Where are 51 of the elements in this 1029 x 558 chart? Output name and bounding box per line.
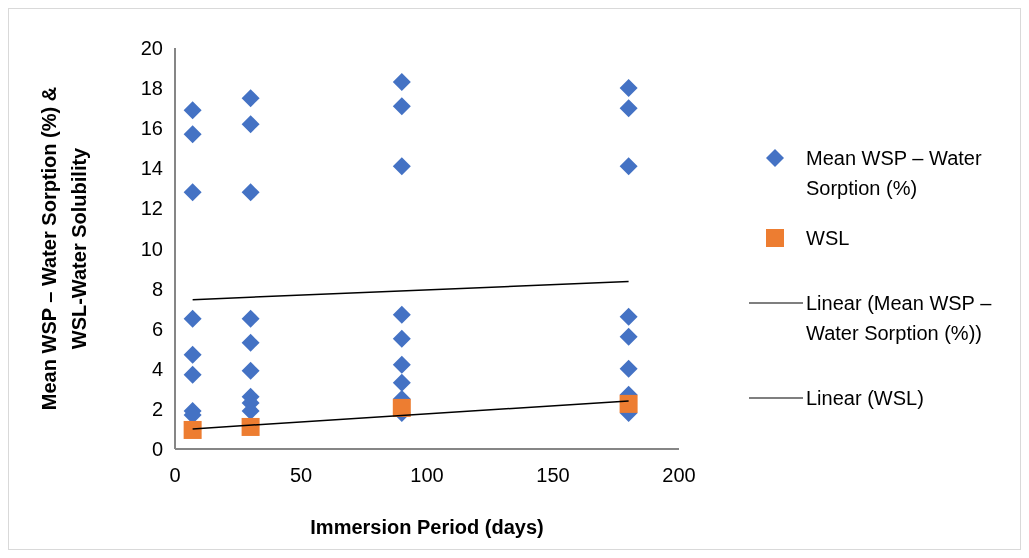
point [392, 398, 411, 417]
point [392, 373, 411, 392]
point [183, 420, 202, 439]
y-tick-label: 6 [151, 317, 163, 340]
x-tick-label: 100 [410, 464, 444, 486]
point [241, 89, 260, 108]
point [183, 345, 202, 364]
y-tick-label: 10 [140, 237, 163, 260]
point [392, 305, 411, 324]
point [183, 365, 202, 384]
x-tick-label: 50 [289, 464, 313, 486]
point [619, 157, 638, 176]
y-tick-label: 0 [151, 438, 163, 460]
legend-label: WSL [806, 227, 850, 249]
point [183, 125, 202, 144]
y-axis-title: Mean WSP – Water Sorption (%) & WSL-Water Solubility [38, 86, 90, 411]
point [392, 355, 411, 374]
point [619, 307, 638, 326]
point [183, 183, 202, 202]
point [241, 361, 260, 380]
point [392, 97, 411, 116]
point [392, 73, 411, 92]
x-axis-title: Immersion Period (days) [310, 516, 544, 538]
x-tick-label: 200 [662, 464, 696, 486]
x-tick-label: 150 [536, 464, 570, 486]
y-tick-label: 14 [140, 157, 163, 180]
y-tick-label: 12 [140, 197, 163, 220]
legend-label: Linear (WSL) [806, 387, 924, 409]
point [619, 327, 638, 346]
y-tick-label: 8 [151, 277, 163, 300]
y-tick-label: 2 [151, 397, 163, 420]
y-tick-label: 4 [151, 357, 163, 380]
point [183, 101, 202, 120]
point [619, 99, 638, 118]
legend-label: Mean WSP – Water Sorption (%) [806, 147, 982, 199]
x-tick-label: 0 [169, 464, 181, 486]
point [241, 115, 260, 134]
point [619, 79, 638, 98]
point [619, 394, 638, 413]
point [392, 157, 411, 176]
point [392, 329, 411, 348]
legend-label: Linear (Mean WSP – Water Sorption (%)) [806, 292, 993, 344]
point [241, 183, 260, 202]
point [241, 309, 260, 328]
point [241, 417, 260, 436]
y-tick-label: 18 [140, 77, 163, 100]
point [183, 309, 202, 328]
y-tick-label: 20 [140, 37, 163, 59]
point [241, 333, 260, 352]
point [619, 359, 638, 378]
y-tick-label: 16 [140, 117, 163, 140]
